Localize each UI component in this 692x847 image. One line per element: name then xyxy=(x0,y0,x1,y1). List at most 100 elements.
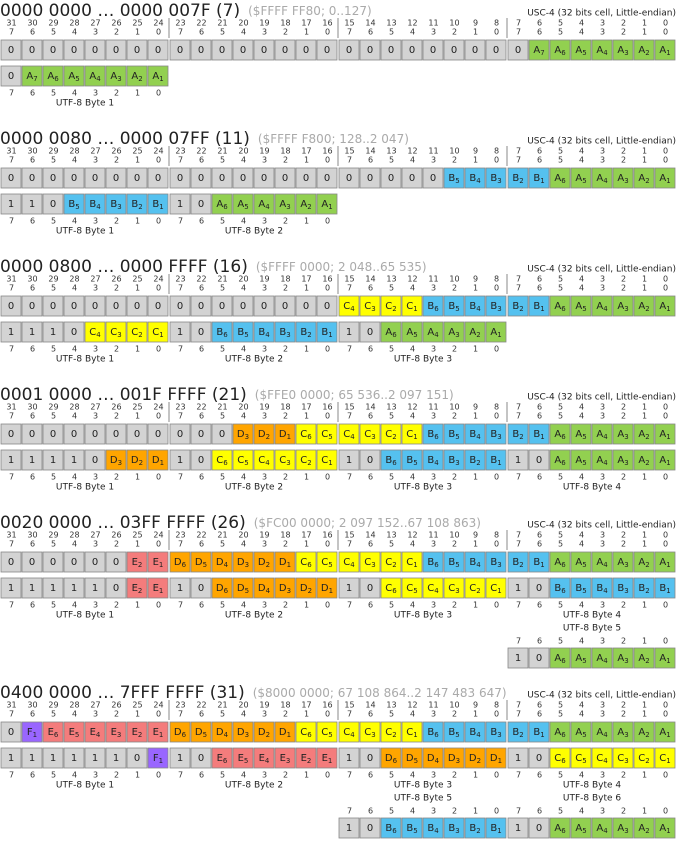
byte-bit-number: 7 xyxy=(178,710,183,719)
bit-number: 21 xyxy=(217,403,227,412)
byte-bit-number: 6 xyxy=(368,807,373,816)
bit-cell-label: 0 xyxy=(198,583,204,594)
byte-bit-number: 6 xyxy=(537,412,542,421)
byte-bit-number: 3 xyxy=(600,412,605,421)
bit-number: 22 xyxy=(196,147,206,156)
bit-cell xyxy=(633,747,655,769)
bit-cell-label: A2 xyxy=(638,45,649,57)
bit-number: 17 xyxy=(301,701,311,710)
bit-cell-label: D5 xyxy=(237,583,249,595)
bit-cell-label: D1 xyxy=(279,429,291,441)
bit-cell xyxy=(190,577,212,599)
byte-bit-number: 4 xyxy=(241,412,246,421)
bit-cell xyxy=(63,577,85,599)
bit-cell xyxy=(464,551,486,573)
bit-cell-label: B5 xyxy=(448,301,459,313)
bit-cell-label: 1 xyxy=(177,583,183,594)
bit-cell xyxy=(63,167,85,189)
bit-cell-label: B1 xyxy=(659,583,670,595)
bit-number: 15 xyxy=(344,403,354,412)
bit-cell-label: A6 xyxy=(47,71,59,83)
bit-cell-label: C3 xyxy=(279,455,290,467)
bit-cell xyxy=(295,321,317,343)
bit-cell xyxy=(338,423,360,445)
bit-cell xyxy=(147,321,169,343)
byte-bit-number: 5 xyxy=(389,345,394,354)
byte-bit-number: 4 xyxy=(410,601,415,610)
bit-cell-label: A2 xyxy=(638,727,649,739)
bit-cell xyxy=(21,167,43,189)
byte-bit-number: 3 xyxy=(600,540,605,549)
bit-cell xyxy=(169,423,191,445)
bit-number: 14 xyxy=(365,275,375,284)
byte-bit-number: 5 xyxy=(389,412,394,421)
bit-cell-label: 0 xyxy=(409,173,415,184)
byte-bit-number: 7 xyxy=(347,473,352,482)
bit-cell xyxy=(190,39,212,61)
bit-cell xyxy=(253,721,275,743)
byte-bit-number: 6 xyxy=(30,540,35,549)
bit-cell xyxy=(0,551,22,573)
bit-number: 7 xyxy=(516,147,521,156)
bit-cell-label: B4 xyxy=(596,583,608,595)
byte-bit-number: 2 xyxy=(114,156,119,165)
byte-bit-number: 7 xyxy=(178,771,183,780)
bit-cell-label: 0 xyxy=(71,327,77,338)
bit-cell xyxy=(316,193,338,215)
bit-number: 23 xyxy=(175,701,185,710)
bit-number: 21 xyxy=(217,531,227,540)
byte-bit-number: 6 xyxy=(537,601,542,610)
bit-cell xyxy=(232,747,254,769)
bit-cell xyxy=(549,423,571,445)
bit-cell xyxy=(338,449,360,471)
bit-cell xyxy=(274,167,296,189)
bit-cell xyxy=(464,39,486,61)
byte-bit-number: 0 xyxy=(325,217,330,226)
byte-bit-number: 6 xyxy=(199,284,204,293)
bit-number: 8 xyxy=(494,403,499,412)
bit-number: 2 xyxy=(621,403,626,412)
bit-number: 20 xyxy=(238,531,248,540)
bit-cell-label: 0 xyxy=(134,753,140,764)
byte-bit-number: 1 xyxy=(135,345,140,354)
bit-cell-label: 1 xyxy=(113,753,119,764)
bit-cell-label: 0 xyxy=(29,173,35,184)
byte-bit-number: 3 xyxy=(600,28,605,37)
byte-bit-number: 6 xyxy=(537,28,542,37)
byte-bit-number: 6 xyxy=(30,28,35,37)
bit-cell xyxy=(295,167,317,189)
bit-number: 6 xyxy=(537,531,542,540)
bit-number: 6 xyxy=(537,275,542,284)
byte-bit-number: 5 xyxy=(220,540,225,549)
byte-bit-number: 1 xyxy=(135,601,140,610)
bit-number: 18 xyxy=(280,275,290,284)
bit-number: 2 xyxy=(621,19,626,28)
bit-cell xyxy=(401,321,423,343)
bit-cell-label: 0 xyxy=(324,301,330,312)
bit-cell xyxy=(63,193,85,215)
bit-cell xyxy=(422,747,444,769)
bit-cell-label: 0 xyxy=(8,429,14,440)
byte-bit-number: 2 xyxy=(114,89,119,98)
bit-cell xyxy=(232,423,254,445)
bit-cell-label: B5 xyxy=(448,557,459,569)
bit-number: 17 xyxy=(301,531,311,540)
bit-cell-label: E2 xyxy=(132,557,143,569)
bit-cell-label: 0 xyxy=(71,301,77,312)
bit-number: 17 xyxy=(301,19,311,28)
byte-bit-number: 7 xyxy=(516,28,521,37)
bit-number: 29 xyxy=(48,147,58,156)
byte-bit-number: 3 xyxy=(600,156,605,165)
bit-cell-label: C1 xyxy=(321,455,332,467)
bit-cell-label: A4 xyxy=(596,173,608,185)
bit-number: 9 xyxy=(473,19,478,28)
bit-cell xyxy=(316,577,338,599)
bit-number: 26 xyxy=(111,147,121,156)
bit-cell xyxy=(0,39,22,61)
bit-cell-label: A5 xyxy=(406,327,417,339)
bit-cell xyxy=(528,551,550,573)
byte-bit-number: 2 xyxy=(621,771,626,780)
bit-cell-label: A2 xyxy=(638,823,649,835)
bit-number: 31 xyxy=(6,275,16,284)
bit-cell-label: B3 xyxy=(490,301,501,313)
